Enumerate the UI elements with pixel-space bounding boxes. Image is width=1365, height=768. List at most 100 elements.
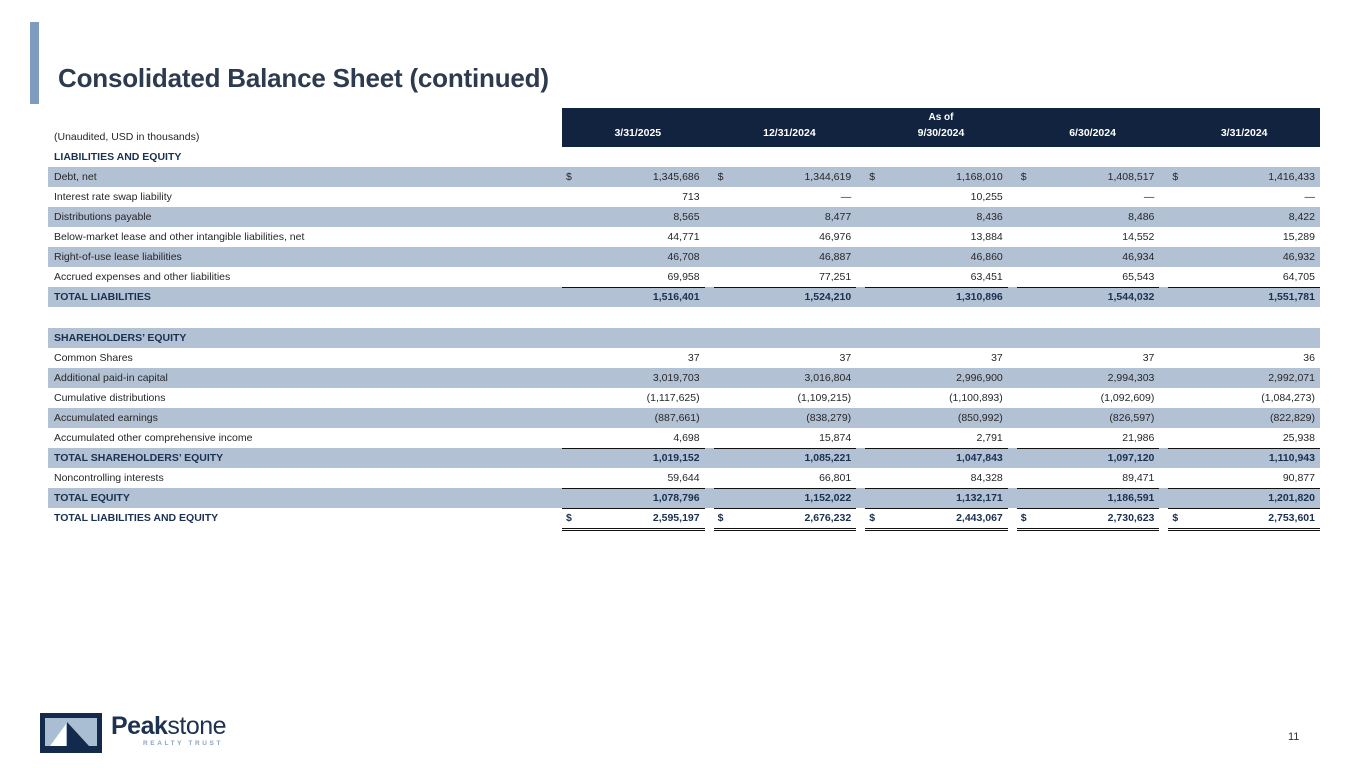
value-cell: 46,860 <box>865 247 1017 267</box>
cell-value: 46,934 <box>1122 251 1155 263</box>
value-cell: $1,345,686 <box>562 167 714 187</box>
value-cell: 2,791 <box>865 428 1017 449</box>
dollar-sign: $ <box>566 171 572 183</box>
value-cell: $1,344,619 <box>714 167 866 187</box>
page-title: Consolidated Balance Sheet (continued) <box>58 63 549 94</box>
value-cell: 36 <box>1168 348 1320 368</box>
value-cell: (1,109,215) <box>714 388 866 408</box>
cell-value: 46,860 <box>970 251 1003 263</box>
value-cell: 89,471 <box>1016 468 1169 489</box>
cell-value: 37 <box>687 352 700 364</box>
cell-value: 69,958 <box>667 271 700 283</box>
cell-value: 36 <box>1303 352 1315 364</box>
value-cell: 3,019,703 <box>562 368 714 388</box>
cell-value: 713 <box>682 191 700 203</box>
value-cell: 1,047,843 <box>865 448 1017 468</box>
cell-value: 64,705 <box>1282 271 1315 283</box>
row-label: Debt, net <box>54 171 97 183</box>
value-cell: 37 <box>1017 348 1169 368</box>
cell-value: — <box>840 191 852 203</box>
cell-value: 1,132,171 <box>956 492 1003 504</box>
peakstone-logo-icon <box>40 713 102 753</box>
cell-value: 44,771 <box>667 231 700 243</box>
cell-value: 2,992,071 <box>1268 372 1315 384</box>
dollar-sign: $ <box>1172 171 1179 183</box>
table-row: TOTAL LIABILITIES AND EQUITY $2,595,197 $2… <box>48 508 1320 531</box>
value-cell: (1,084,273) <box>1168 388 1320 408</box>
cell-value: 1,047,843 <box>956 452 1003 464</box>
table-row: Right-of-use lease liabilities 46,708 46,8… <box>48 247 1320 267</box>
table-row: Cumulative distributions (1,117,625) (1,10… <box>48 388 1320 408</box>
row-label: TOTAL LIABILITIES AND EQUITY <box>54 512 219 524</box>
row-label: LIABILITIES AND EQUITY <box>54 151 182 163</box>
value-cell: 2,996,900 <box>865 368 1017 388</box>
cell-value: 46,887 <box>819 251 852 263</box>
date-header-band: As of 3/31/2025 12/31/2024 9/30/2024 6/30/2… <box>562 108 1320 147</box>
dollar-sign: $ <box>869 171 876 183</box>
cell-value: 1,201,820 <box>1268 492 1315 504</box>
row-label: Accumulated earnings <box>54 412 158 424</box>
value-cell: $2,595,197 <box>562 508 714 531</box>
value-cell: 1,524,210 <box>714 287 866 307</box>
cell-value: 46,976 <box>819 231 852 243</box>
dollar-sign: $ <box>566 512 572 524</box>
value-cell: 13,884 <box>865 227 1017 247</box>
cell-value: 10,255 <box>970 191 1003 203</box>
cell-value: (887,661) <box>654 412 700 424</box>
row-label: Below-market lease and other intangible … <box>54 231 305 243</box>
cell-value: 90,877 <box>1282 472 1315 484</box>
cell-value: (1,084,273) <box>1261 392 1315 404</box>
cell-value: 15,874 <box>819 432 852 444</box>
value-cell: 1,310,896 <box>865 287 1017 307</box>
cell-value: 84,328 <box>970 472 1003 484</box>
value-cell: 63,451 <box>865 267 1017 288</box>
value-cell: 1,097,120 <box>1017 448 1169 468</box>
row-label: TOTAL SHAREHOLDERS’ EQUITY <box>54 452 224 464</box>
cell-value: 46,932 <box>1282 251 1315 263</box>
row-label: Interest rate swap liability <box>54 191 172 203</box>
value-cell: 1,078,796 <box>562 488 714 509</box>
row-label: Cumulative distributions <box>54 392 166 404</box>
value-cell: 37 <box>865 348 1017 368</box>
value-cell: 14,552 <box>1017 227 1169 247</box>
cell-value: — <box>1143 191 1155 203</box>
value-cell: 3,016,804 <box>714 368 866 388</box>
date-columns: 3/31/2025 12/31/2024 9/30/2024 6/30/2024 3/3… <box>562 127 1320 139</box>
cell-value: 37 <box>839 352 852 364</box>
cell-value: 1,097,120 <box>1107 452 1155 464</box>
value-cell: 1,186,591 <box>1016 488 1169 509</box>
value-cell: (838,279) <box>714 408 866 428</box>
table-row: Common Shares 37 37 37 37 36 <box>48 348 1320 368</box>
row-label: Distributions payable <box>54 211 152 223</box>
value-cell: 46,934 <box>1017 247 1169 267</box>
value-cell: 713 <box>562 187 714 207</box>
row-label: TOTAL LIABILITIES <box>54 291 151 303</box>
cell-value: (1,117,625) <box>646 392 700 404</box>
as-of-label: As of <box>928 112 954 123</box>
balance-sheet-table: (Unaudited, USD in thousands) As of 3/31… <box>48 108 1320 531</box>
cell-value: 37 <box>991 352 1003 364</box>
table-row: LIABILITIES AND EQUITY <box>48 147 1320 167</box>
value-cell: (822,829) <box>1168 408 1320 428</box>
value-cell: 65,543 <box>1016 267 1169 288</box>
cell-value: 8,486 <box>1128 211 1155 223</box>
cell-value: 1,524,210 <box>804 291 852 303</box>
date-column-header: 9/30/2024 <box>917 127 965 139</box>
value-cell: 8,422 <box>1168 207 1320 227</box>
value-cell: 1,110,943 <box>1168 448 1320 468</box>
table-row: TOTAL LIABILITIES 1,516,401 1,524,210 1,310… <box>48 287 1320 307</box>
cell-value: 1,310,896 <box>956 291 1003 303</box>
date-column-header: 3/31/2024 <box>1220 127 1268 139</box>
value-cell: 64,705 <box>1168 267 1320 288</box>
cell-value: 8,422 <box>1288 211 1315 223</box>
table-row: Below-market lease and other intangible … <box>48 227 1320 247</box>
cell-value: (1,109,215) <box>797 392 852 404</box>
cell-value: 2,595,197 <box>652 512 700 524</box>
value-cell: 66,801 <box>713 468 866 489</box>
value-cell: 2,992,071 <box>1168 368 1320 388</box>
value-cell: 1,085,221 <box>714 448 866 468</box>
cell-value: 25,938 <box>1282 432 1315 444</box>
row-label: Additional paid-in capital <box>54 372 168 384</box>
value-cell: 15,289 <box>1168 227 1320 247</box>
value-cell: — <box>1168 187 1320 207</box>
